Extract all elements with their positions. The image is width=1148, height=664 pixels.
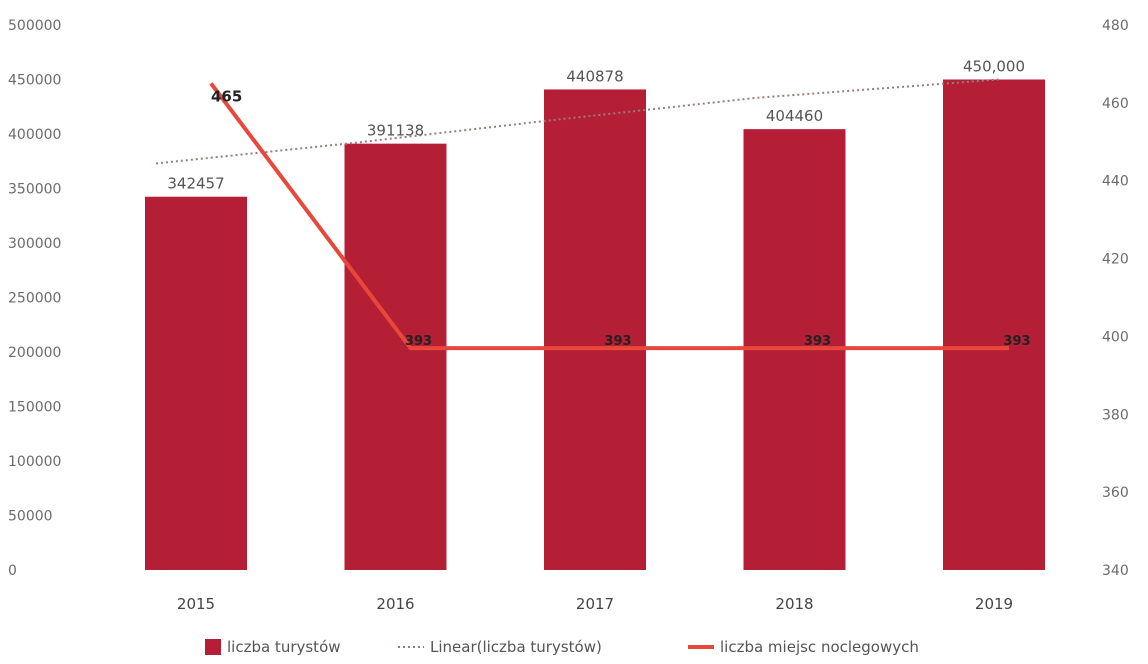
legend-label: Linear(liczba turystów): [430, 638, 602, 656]
y-left-tick-label: 150000: [8, 400, 61, 416]
x-tick-label: 2019: [975, 595, 1013, 613]
bar-value-label: 404460: [766, 107, 823, 125]
y-right-tick-label: 420: [1102, 252, 1129, 268]
x-tick-label: 2017: [576, 595, 614, 613]
y-left-tick-label: 400000: [8, 127, 61, 143]
y-left-tick-label: 500000: [8, 18, 61, 34]
y-right-tick-label: 400: [1102, 329, 1129, 345]
line-value-label: 393: [405, 334, 432, 349]
y-right-tick-label: 460: [1102, 96, 1129, 112]
y-right-tick-label: 480: [1102, 18, 1129, 34]
x-tick-label: 2018: [775, 595, 813, 613]
legend-label: liczba turystów: [227, 638, 341, 656]
line-series: [209, 82, 1009, 351]
line-value-label: 393: [604, 334, 631, 349]
bar: [145, 196, 247, 570]
line-value-label: 393: [804, 334, 831, 349]
y-left-tick-label: 350000: [8, 182, 61, 198]
bar: [943, 79, 1045, 570]
bar-value-label: 440878: [566, 67, 623, 85]
y-right-tick-label: 360: [1102, 485, 1129, 501]
line-value-label: 465: [211, 87, 242, 105]
y-left-tick-label: 200000: [8, 345, 61, 361]
y-right-tick-label: 380: [1102, 407, 1129, 423]
y-right-tick-label: 340: [1102, 563, 1129, 579]
bar-value-label: 342457: [167, 175, 224, 193]
y-left-tick-label: 0: [8, 563, 17, 579]
line-value-label: 393: [1003, 334, 1030, 349]
trendline: [155, 78, 1000, 165]
y-left-tick-label: 50000: [8, 509, 53, 525]
bar-value-label: 450,000: [963, 58, 1025, 76]
y-left-tick-label: 450000: [8, 73, 61, 89]
bar: [344, 143, 447, 570]
x-tick-label: 2015: [177, 595, 215, 613]
y-left-tick-label: 100000: [8, 454, 61, 470]
y-left-tick-label: 250000: [8, 291, 61, 307]
bar-value-label: 391138: [367, 122, 424, 140]
x-tick-label: 2016: [376, 595, 414, 613]
y-left-tick-label: 300000: [8, 236, 61, 252]
y-right-tick-label: 440: [1102, 174, 1129, 190]
legend-swatch-bars: [205, 639, 221, 655]
legend-label: liczba miejsc noclegowych: [720, 638, 919, 656]
bar: [544, 89, 646, 570]
